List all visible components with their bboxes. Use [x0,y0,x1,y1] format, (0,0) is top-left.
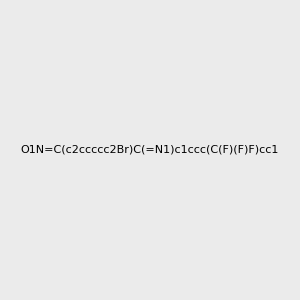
Text: O1N=C(c2ccccc2Br)C(=N1)c1ccc(C(F)(F)F)cc1: O1N=C(c2ccccc2Br)C(=N1)c1ccc(C(F)(F)F)cc… [21,145,279,155]
